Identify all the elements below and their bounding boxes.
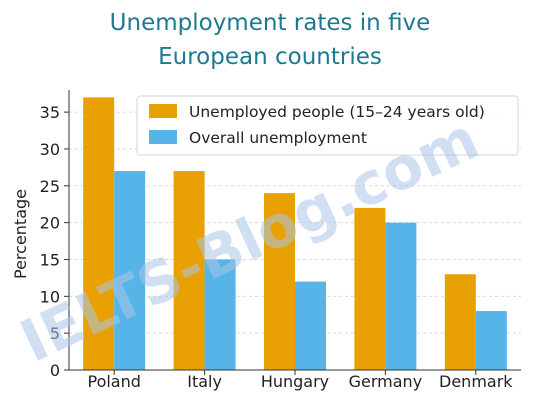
y-axis-ticks: 0 5 10 15 20 25 30 35 xyxy=(40,103,69,380)
y-tick-label: 5 xyxy=(50,324,60,343)
x-tick-label: Hungary xyxy=(261,372,329,391)
x-tick-label: Italy xyxy=(187,372,222,391)
x-tick-label: Denmark xyxy=(439,372,513,391)
bar-overall xyxy=(114,171,146,370)
legend-swatch-overall xyxy=(149,130,177,144)
legend-box xyxy=(136,95,519,156)
x-tick-label: Poland xyxy=(87,372,140,391)
legend: Unemployed people (15–24 years old) Over… xyxy=(136,95,519,156)
legend-label-youth: Unemployed people (15–24 years old) xyxy=(189,103,485,121)
bar-overall xyxy=(385,222,417,370)
chart-title: Unemployment rates in five European coun… xyxy=(0,6,540,74)
y-axis-label: Percentage xyxy=(11,189,30,279)
chart-title-line-2: European countries xyxy=(158,44,382,70)
chart-title-line-1: Unemployment rates in five xyxy=(109,10,431,36)
y-tick-label: 25 xyxy=(40,177,60,196)
x-axis-ticks: Poland Italy Hungary Germany Denmark xyxy=(87,370,513,391)
y-tick-label: 20 xyxy=(40,214,60,233)
y-tick-label: 0 xyxy=(50,361,60,380)
bar-youth xyxy=(354,207,386,370)
bar-youth xyxy=(444,274,476,370)
bars xyxy=(83,97,507,371)
y-tick-label: 30 xyxy=(40,140,60,159)
y-tick-label: 35 xyxy=(40,103,60,122)
bar-youth xyxy=(83,97,115,371)
legend-label-overall: Overall unemployment xyxy=(189,129,367,147)
y-tick-label: 10 xyxy=(40,287,60,306)
bar-youth xyxy=(173,171,205,370)
x-tick-label: Germany xyxy=(349,372,423,391)
y-tick-label: 15 xyxy=(40,250,60,269)
bar-youth xyxy=(264,193,295,370)
bar-overall xyxy=(295,281,326,370)
legend-swatch-youth xyxy=(149,104,177,118)
bar-overall xyxy=(475,311,507,370)
bar-overall xyxy=(204,259,236,370)
